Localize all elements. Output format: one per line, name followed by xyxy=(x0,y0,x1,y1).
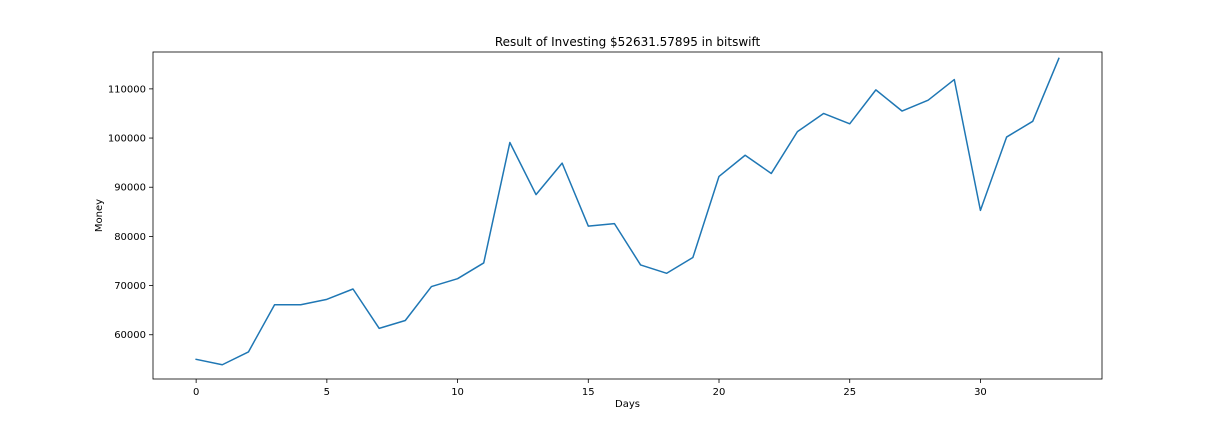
y-tick-label: 80000 xyxy=(114,232,146,243)
plot-frame xyxy=(152,51,1103,380)
y-axis-label: Money xyxy=(94,199,105,232)
x-tick-label: 10 xyxy=(451,387,464,398)
x-tick-label: 30 xyxy=(974,387,987,398)
x-tick-label: 0 xyxy=(193,387,199,398)
y-tick-label: 90000 xyxy=(114,183,146,194)
x-axis-label: Days xyxy=(615,399,640,410)
axis-ticks: 0 5 10 15 20 25 30 60000 70000 80000 90000 100000 11… xyxy=(108,84,987,398)
y-tick-label: 70000 xyxy=(114,281,146,292)
chart-title: Result of Investing $52631.57895 in bits… xyxy=(495,35,761,49)
x-tick-label: 5 xyxy=(324,387,330,398)
series-line xyxy=(195,57,1060,366)
y-tick-label: 110000 xyxy=(108,84,146,95)
plot-area xyxy=(153,52,1102,379)
y-tick-label: 60000 xyxy=(114,330,146,341)
x-tick-label: 25 xyxy=(843,387,856,398)
x-tick-label: 20 xyxy=(713,387,726,398)
y-tick-label: 100000 xyxy=(108,134,146,145)
x-tick-label: 15 xyxy=(582,387,595,398)
